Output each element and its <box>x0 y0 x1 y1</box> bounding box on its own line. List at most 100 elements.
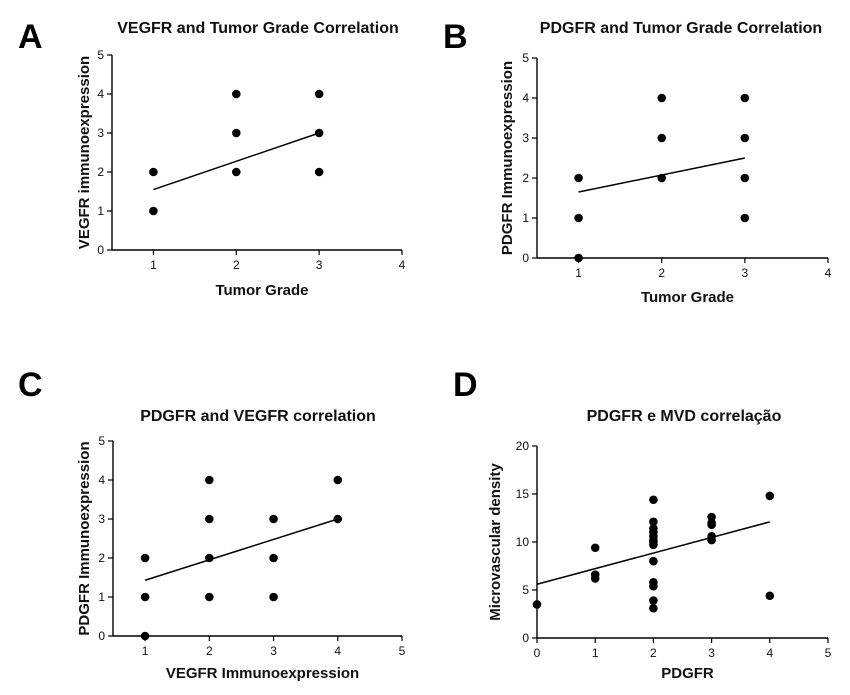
panel-letter: C <box>18 366 43 404</box>
y-tick-label: 0 <box>522 631 529 645</box>
x-tick-label: 3 <box>742 266 749 280</box>
chart-title: PDGFR and Tumor Grade Correlation <box>540 20 822 37</box>
data-point <box>231 89 241 99</box>
data-point <box>590 543 600 553</box>
data-point <box>269 514 278 524</box>
x-tick-label: 0 <box>534 646 541 660</box>
chart-title: PDGFR e MVD correlação <box>587 408 782 425</box>
y-tick-label: 5 <box>98 434 105 448</box>
y-tick-label: 0 <box>522 251 529 265</box>
y-tick-label: 2 <box>98 551 105 565</box>
data-point <box>649 556 658 566</box>
data-point <box>740 133 750 143</box>
data-point <box>269 553 278 563</box>
x-tick-label: 4 <box>766 646 773 660</box>
data-point <box>314 89 324 99</box>
y-tick-label: 1 <box>98 590 105 604</box>
data-point <box>140 631 150 641</box>
chart-c-svg: C PDGFR and VEGFR correlation 1 2 3 4 5 0 1 2 3 4 5 V… <box>18 366 406 682</box>
y-tick-label: 4 <box>98 473 105 487</box>
y-tick-label: 3 <box>97 126 104 140</box>
chart-panel-d: D PDGFR e MVD correlação 0 1 2 3 4 5 0 5 10 15 20 PDG… <box>425 348 850 695</box>
x-tick-label: 1 <box>150 258 157 272</box>
y-tick-label: 0 <box>98 629 105 643</box>
data-point <box>649 517 658 527</box>
data-point <box>740 213 750 223</box>
data-point <box>707 512 716 522</box>
x-tick-label: 4 <box>334 644 341 658</box>
data-point <box>707 531 716 541</box>
x-tick-label: 2 <box>658 266 665 280</box>
data-point <box>140 553 150 563</box>
y-tick-label: 2 <box>97 165 104 179</box>
y-tick-label: 3 <box>522 131 529 145</box>
x-axis-label: PDGFR <box>661 665 714 682</box>
y-axis-label: VEGFR immunoexpression <box>76 56 93 249</box>
data-point <box>765 591 775 601</box>
chart-panel-a: A VEGFR and Tumor Grade Correlation 1 2 3 4 0 1… <box>0 0 425 347</box>
data-point <box>657 173 667 183</box>
data-point <box>269 592 278 602</box>
data-point <box>532 600 542 609</box>
regression-line <box>536 521 770 585</box>
x-tick-label: 2 <box>206 644 213 658</box>
chart-a-svg: A VEGFR and Tumor Grade Correlation 1 2 3 4 0 1… <box>18 18 406 299</box>
data-point <box>333 475 343 485</box>
y-tick-label: 15 <box>516 487 530 501</box>
y-tick-label: 5 <box>522 583 529 597</box>
data-point <box>590 570 600 579</box>
x-tick-label: 2 <box>650 646 657 660</box>
data-point <box>740 173 750 183</box>
y-tick-label: 4 <box>522 91 529 105</box>
x-tick-label: 3 <box>270 644 277 658</box>
data-point <box>149 167 158 177</box>
data-point <box>649 524 658 533</box>
data-point <box>205 592 214 602</box>
y-tick-label: 2 <box>522 171 529 185</box>
x-axis-label: Tumor Grade <box>641 289 734 306</box>
y-tick-label: 1 <box>97 204 104 218</box>
x-tick-label: 5 <box>825 646 832 660</box>
panel-letter: D <box>453 366 478 404</box>
x-tick-label: 2 <box>233 258 240 272</box>
data-point <box>657 133 667 143</box>
regression-line <box>153 132 320 191</box>
data-point <box>574 213 583 223</box>
chart-d-svg: D PDGFR e MVD correlação 0 1 2 3 4 5 0 5 10 15 20 PDG… <box>453 366 832 682</box>
y-axis-label: Microvascular density <box>487 463 504 621</box>
data-point <box>314 167 324 177</box>
x-axis-label: VEGFR Immunoexpression <box>166 665 359 682</box>
chart-panel-b: B PDGFR and Tumor Grade Correlation 1 2 3 4 0 1… <box>425 0 850 347</box>
y-tick-label: 0 <box>97 243 104 257</box>
data-point <box>574 253 583 263</box>
data-point <box>140 592 150 602</box>
y-tick-label: 5 <box>522 51 529 65</box>
x-axis-label: Tumor Grade <box>215 282 308 299</box>
y-tick-label: 10 <box>516 535 530 549</box>
chart-panel-c: C PDGFR and VEGFR correlation 1 2 3 4 5 0 1 2 3 4 5 V… <box>0 348 425 695</box>
chart-title: PDGFR and VEGFR correlation <box>140 408 376 425</box>
chart-b-svg: B PDGFR and Tumor Grade Correlation 1 2 3 4 0 1… <box>443 18 832 306</box>
y-tick-label: 3 <box>98 512 105 526</box>
x-tick-label: 1 <box>592 646 599 660</box>
y-axis-label: PDGFR Immunoexpression <box>499 61 516 255</box>
data-point <box>205 475 214 485</box>
data-point <box>649 596 658 605</box>
data-point <box>649 495 658 505</box>
panel-letter: A <box>18 18 43 56</box>
x-tick-label: 1 <box>142 644 149 658</box>
data-point <box>657 93 667 103</box>
y-tick-label: 4 <box>97 87 104 101</box>
data-point <box>649 603 658 613</box>
data-point <box>649 578 658 587</box>
panel-letter: B <box>443 18 468 56</box>
x-tick-label: 3 <box>316 258 323 272</box>
y-tick-label: 1 <box>522 211 529 225</box>
regression-line <box>144 518 339 581</box>
data-point <box>574 173 583 183</box>
data-point <box>333 514 343 524</box>
data-point <box>649 537 658 547</box>
data-point <box>149 206 158 216</box>
data-point <box>765 491 775 501</box>
y-tick-label: 20 <box>516 439 530 453</box>
